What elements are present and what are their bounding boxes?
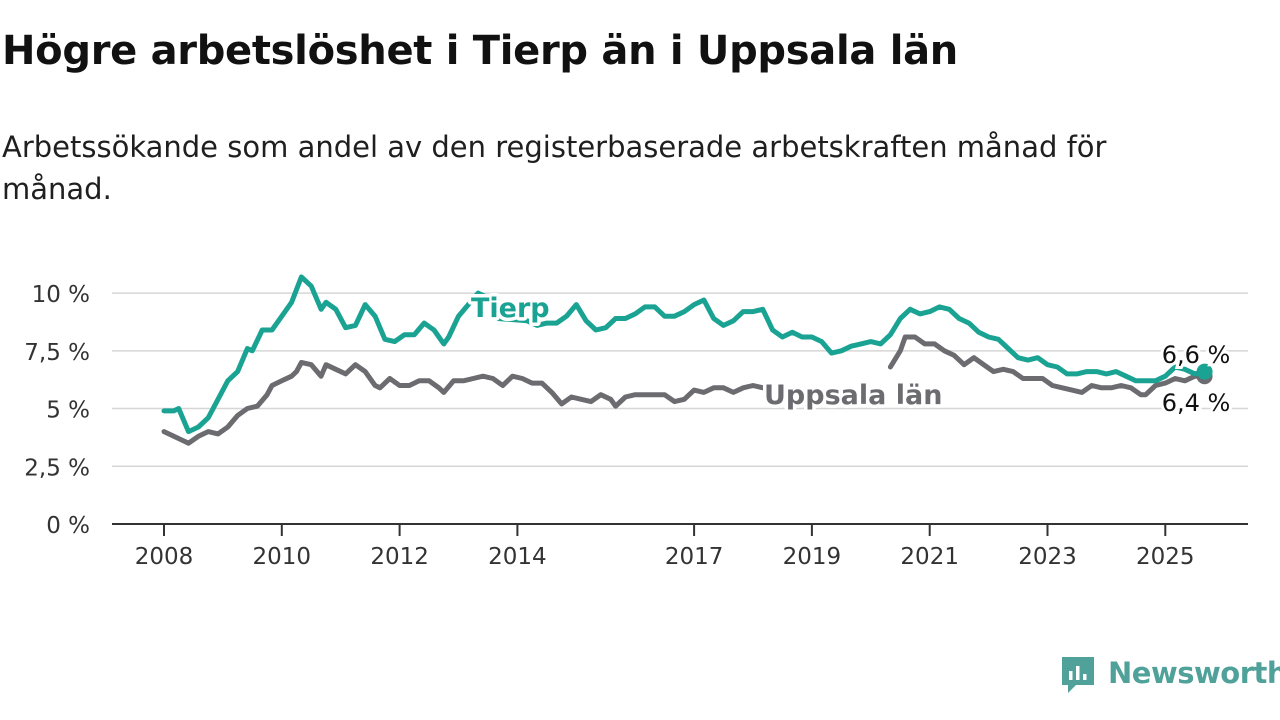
y-tick-label: 0 % [46,513,90,539]
series-line-tierp [161,274,1208,435]
line-chart: 0 % 2,5 % 5 % 7,5 % 10 % 2008 2010 2012 2014 2017… [24,274,1248,570]
x-tick-label: 2021 [900,544,959,570]
x-tick-label: 2012 [370,544,429,570]
x-tick-label: 2023 [1018,544,1077,570]
newsworthy-logo: Newsworthy [1058,654,1280,694]
y-tick-label: 2,5 % [24,455,90,481]
x-tick-label: 2010 [253,544,312,570]
end-point-tierp [1196,363,1213,380]
x-tick-label: 2017 [665,544,724,570]
x-tick-label: 2014 [488,544,547,570]
series-label-tierp: Tierp [471,293,550,324]
end-label-uppsala-lan: 6,4 % [1162,389,1231,417]
series-line-uppsala-l-n [161,334,1208,446]
end-label-tierp: 6,6 % [1162,341,1231,369]
x-tick-label: 2008 [135,544,194,570]
x-tick-label: 2025 [1136,544,1195,570]
x-tick-label: 2019 [783,544,842,570]
y-tick-label: 5 % [46,398,90,424]
chart-subtitle: Arbetssökande som andel av den registerb… [2,130,1107,206]
series-label-uppsala-lan: Uppsala län [764,380,942,411]
brand-name: Newsworthy [1108,656,1280,690]
newsworthy-chart-icon [1062,657,1094,693]
y-tick-label: 7,5 % [24,340,90,366]
y-tick-label: 10 % [32,282,90,308]
chart-title: Högre arbetslöshet i Tierp än i Uppsala … [2,28,958,74]
